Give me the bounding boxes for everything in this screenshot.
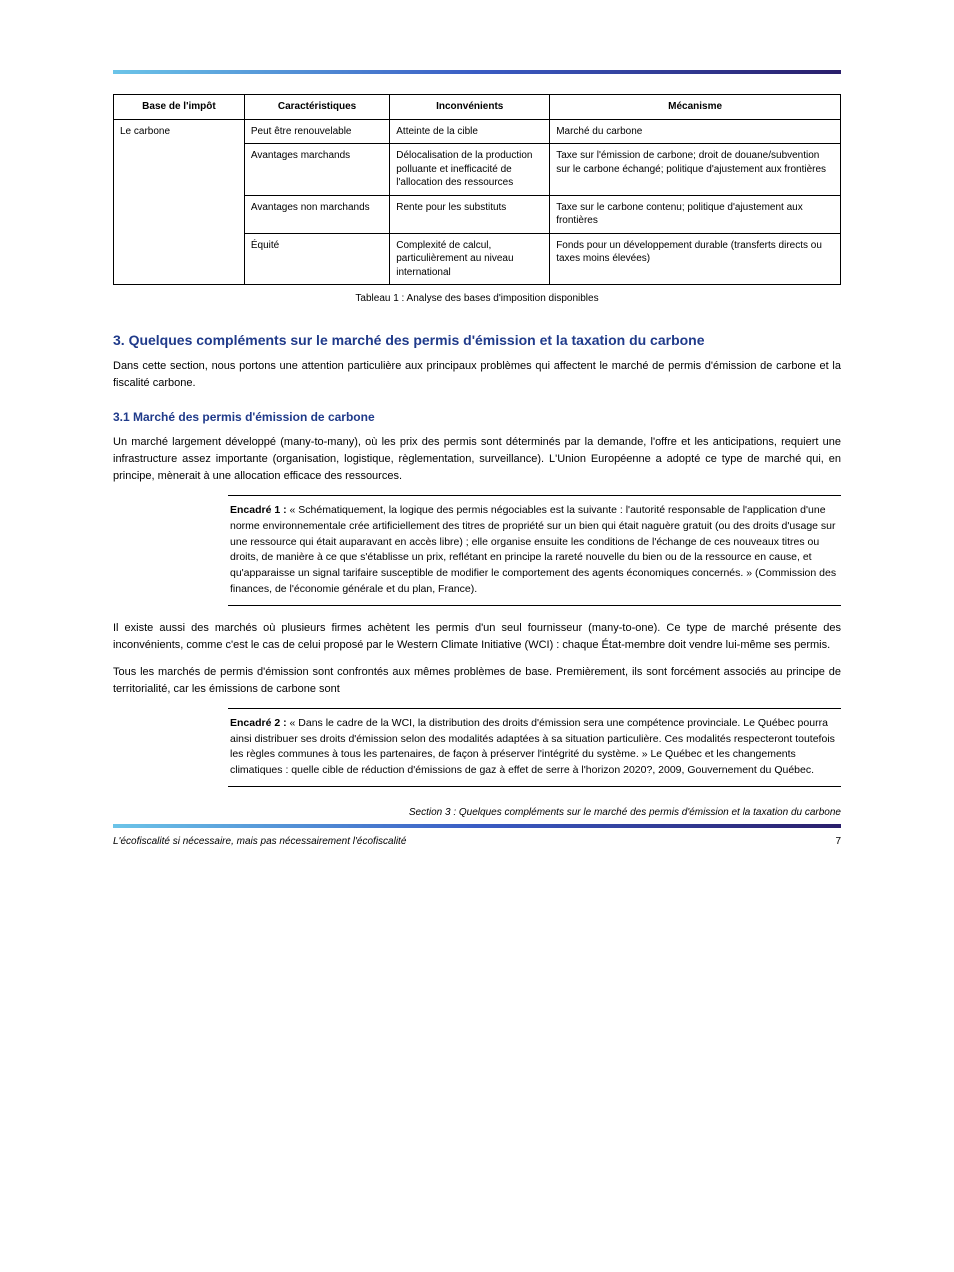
note-body: Encadré 1 : « Schématiquement, la logiqu…: [228, 499, 841, 602]
th-disadvantages: Inconvénients: [390, 95, 550, 120]
note-label: Encadré 2 :: [230, 717, 290, 729]
cell: Peut être renouvelable: [244, 119, 389, 144]
cell-base: Le carbone: [114, 119, 245, 285]
note-text-content: « Dans le cadre de la WCI, la distributi…: [230, 717, 835, 776]
footer-title: L'écofiscalité si nécessaire, mais pas n…: [113, 836, 406, 847]
page-footer: L'écofiscalité si nécessaire, mais pas n…: [0, 828, 954, 847]
cell: Marché du carbone: [550, 119, 841, 144]
cell: Équité: [244, 233, 389, 285]
table-caption: Tableau 1 : Analyse des bases d'impositi…: [113, 293, 841, 304]
note-body: Encadré 2 : « Dans le cadre de la WCI, l…: [228, 712, 841, 783]
table-header-row: Base de l'impôt Caractéristiques Inconvé…: [114, 95, 841, 120]
top-gradient-rule: [113, 70, 841, 74]
subsection-heading-3-1: 3.1 Marché des permis d'émission de carb…: [113, 410, 841, 424]
encadre-1: Encadré 1 : « Schématiquement, la logiqu…: [228, 495, 841, 606]
cell: Complexité de calcul, particulièrement a…: [390, 233, 550, 285]
paragraph: Un marché largement développé (many-to-m…: [113, 434, 841, 485]
cell: Délocalisation de la production polluant…: [390, 144, 550, 196]
cell: Avantages marchands: [244, 144, 389, 196]
note-label: Encadré 1 :: [230, 504, 290, 516]
analysis-table-container: Base de l'impôt Caractéristiques Inconvé…: [113, 94, 841, 304]
th-mechanism: Mécanisme: [550, 95, 841, 120]
cell: Rente pour les substituts: [390, 195, 550, 233]
cell: Fonds pour un développement durable (tra…: [550, 233, 841, 285]
cell: Taxe sur le carbone contenu; politique d…: [550, 195, 841, 233]
paragraph: Tous les marchés de permis d'émission so…: [113, 664, 841, 698]
footer-section-line: Section 3 : Quelques compléments sur le …: [0, 801, 954, 824]
page-number: 7: [835, 836, 841, 847]
th-base: Base de l'impôt: [114, 95, 245, 120]
analysis-table: Base de l'impôt Caractéristiques Inconvé…: [113, 94, 841, 285]
cell: Atteinte de la cible: [390, 119, 550, 144]
cell: Avantages non marchands: [244, 195, 389, 233]
th-characteristics: Caractéristiques: [244, 95, 389, 120]
note-rule-bottom: [228, 786, 841, 787]
paragraph: Dans cette section, nous portons une att…: [113, 358, 841, 392]
encadre-2: Encadré 2 : « Dans le cadre de la WCI, l…: [228, 708, 841, 787]
paragraph: Il existe aussi des marchés où plusieurs…: [113, 620, 841, 654]
note-rule-bottom: [228, 605, 841, 606]
section-heading-3: 3. Quelques compléments sur le marché de…: [113, 332, 841, 348]
table-row: Le carbone Peut être renouvelable Attein…: [114, 119, 841, 144]
cell: Taxe sur l'émission de carbone; droit de…: [550, 144, 841, 196]
note-rule-top: [228, 495, 841, 496]
note-text-content: « Schématiquement, la logique des permis…: [230, 504, 836, 595]
note-rule-top: [228, 708, 841, 709]
